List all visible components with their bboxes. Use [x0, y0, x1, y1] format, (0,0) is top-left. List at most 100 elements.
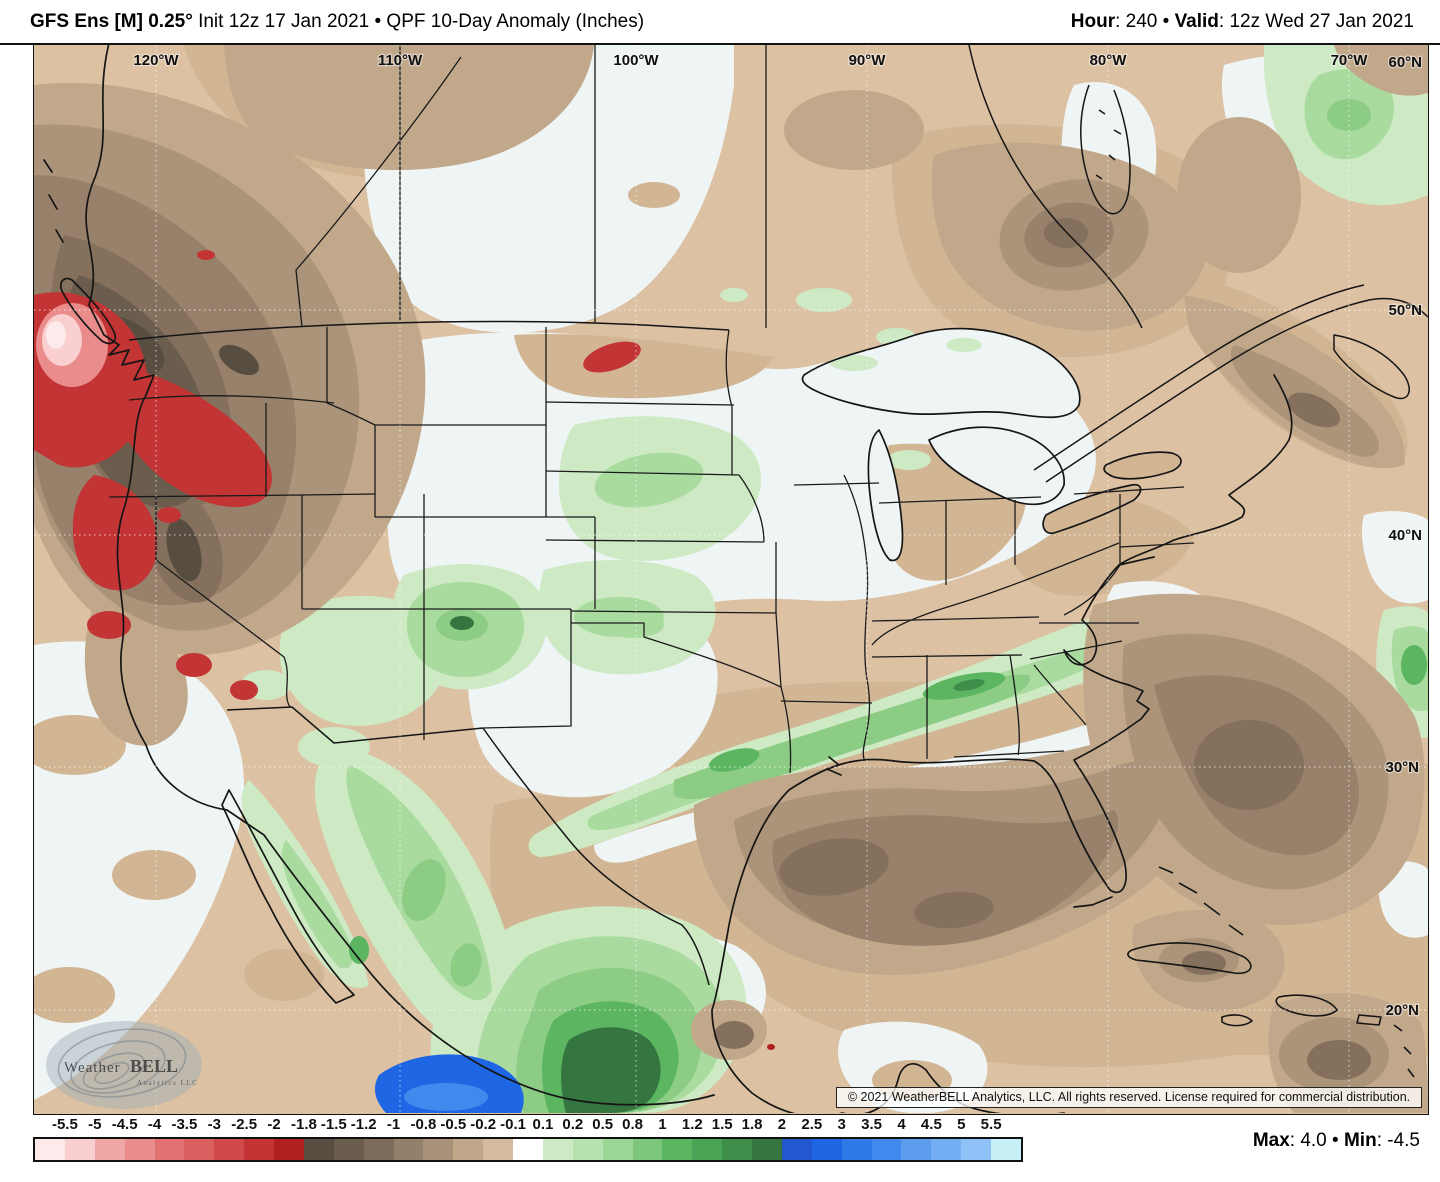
colorbar-segment [692, 1139, 723, 1160]
colorbar-segment [64, 1139, 95, 1160]
forecast-hour-valid: Hour: 240 • Valid: 12z Wed 27 Jan 2021 [1071, 11, 1414, 33]
tan-islands [34, 109, 1027, 1100]
title-rest: Init 12z 17 Jan 2021 • QPF 10-Day Anomal… [192, 11, 645, 32]
longitude-label: 120°W [133, 52, 179, 69]
colorbar-segment [274, 1139, 304, 1160]
colorbar-segment [811, 1139, 842, 1160]
colorbar-tick-label: 0.5 [592, 1116, 614, 1133]
logo-text-weather: Weather [64, 1060, 121, 1076]
colorbar-tick-label: -0.1 [500, 1116, 526, 1133]
extreme-negative-red-regions [34, 250, 775, 1050]
weatherbell-logo: Weather BELL Analytics LLC [46, 1021, 202, 1109]
min-label: Min [1343, 1130, 1377, 1151]
colorbar-segment [841, 1139, 872, 1160]
longitude-label: 80°W [1090, 52, 1128, 69]
national-borders [128, 45, 1428, 986]
colorbar-segment [632, 1139, 663, 1160]
colorbar-segment [154, 1139, 185, 1160]
colorbar-segment [513, 1139, 543, 1160]
colorbar-segment [483, 1139, 513, 1160]
logo-text-analytics: Analytics LLC [137, 1079, 198, 1087]
colorbar-tick-label: 5 [957, 1116, 966, 1133]
colorbar-tick-label: -0.8 [410, 1116, 437, 1133]
colorbar-tick-label: 0.1 [532, 1116, 554, 1133]
colorbar-tick-label: 5.5 [980, 1116, 1002, 1133]
latitude-label: 40°N [1388, 527, 1422, 544]
colorbar-segment [184, 1139, 215, 1160]
map-canvas: Weather BELL Analytics LLC 120°W 110°W 100… [33, 45, 1429, 1115]
colorbar-segment [961, 1139, 991, 1160]
colorbar-tick-label: 1.2 [681, 1116, 703, 1133]
max-label: Max [1252, 1130, 1290, 1151]
colorbar-tick-label: -0.5 [440, 1116, 467, 1133]
longitude-label: 100°W [613, 52, 659, 69]
colorbar-tick-label: -1.8 [290, 1116, 317, 1133]
colorbar-tick-label: 3 [837, 1116, 846, 1133]
colorbar-segment [602, 1139, 633, 1160]
latitude-label: 20°N [1385, 1002, 1419, 1019]
great-lakes-outlines [801, 327, 1182, 562]
colorbar-segment [363, 1139, 394, 1160]
colorbar-segment [781, 1139, 812, 1160]
longitude-label: 70°W [1331, 52, 1369, 69]
colorbar-segment [303, 1139, 334, 1160]
valid-label: Valid [1174, 11, 1219, 32]
max-value: : 4.0 • [1289, 1130, 1344, 1151]
copyright-notice: © 2021 WeatherBELL Analytics, LLC. All r… [836, 1087, 1422, 1108]
model-name: GFS Ens [M] 0.25° [30, 11, 193, 32]
colorbar-tick-label: 0.2 [562, 1116, 584, 1133]
latitude-label: 30°N [1385, 759, 1419, 776]
colorbar-tick-label: -4.5 [111, 1116, 138, 1133]
colorbar-tick-label: -2.5 [231, 1116, 258, 1133]
colorbar-tick-label: -5 [88, 1116, 102, 1133]
anomaly-map: Weather BELL Analytics LLC 120°W 110°W 100… [34, 45, 1428, 1113]
colorbar-segment [931, 1139, 962, 1160]
colorbar-tick-label: -1.2 [350, 1116, 377, 1133]
colorbar: -5.5 -5 -4.5 -4 -3.5 -3 -2.5 -2 -1.8 -1.5 -1.2 -1 -0… [33, 1116, 1025, 1164]
colorbar-segment [722, 1139, 752, 1160]
colorbar-tick-label: -0.2 [470, 1116, 497, 1133]
colorbar-tick-label: 3.5 [861, 1116, 883, 1133]
colorbar-tick-label: -4 [147, 1116, 162, 1133]
great-lakes-fills [802, 328, 1181, 561]
colorbar-ticks: -5.5 -5 -4.5 -4 -3.5 -3 -2.5 -2 -1.8 -1.5 -1.2 -1 -0… [33, 1116, 1025, 1136]
valid-value: : 12z Wed 27 Jan 2021 [1218, 11, 1414, 32]
colorbar-tick-label: 4.5 [920, 1116, 942, 1133]
colorbar-segment [901, 1139, 932, 1160]
colorbar-segment [333, 1139, 364, 1160]
min-value: : -4.5 [1376, 1130, 1420, 1151]
latitude-label: 50°N [1388, 302, 1422, 319]
colorbar-segment [871, 1139, 902, 1160]
colorbar-segment [35, 1139, 65, 1160]
colorbar-tick-label: -5.5 [51, 1116, 78, 1133]
graticule [34, 45, 1428, 1113]
colorbar-segment [991, 1139, 1021, 1160]
colorbar-tick-label: 1.8 [741, 1116, 763, 1133]
colorbar-segments [33, 1137, 1023, 1162]
colorbar-tick-label: -1.5 [320, 1116, 347, 1133]
colorbar-segment [393, 1139, 424, 1160]
latitude-label: 60°N [1388, 54, 1422, 71]
colorbar-segment [423, 1139, 454, 1160]
colorbar-segment [572, 1139, 603, 1160]
colorbar-segment [752, 1139, 782, 1160]
colorbar-segment [214, 1139, 245, 1160]
colorbar-segment [662, 1139, 693, 1160]
map-title: GFS Ens [M] 0.25° Init 12z 17 Jan 2021 •… [30, 11, 644, 33]
logo-text-bell: BELL [130, 1056, 178, 1076]
colorbar-segment [542, 1139, 573, 1160]
colorbar-tick-label: 2.5 [801, 1116, 823, 1133]
colorbar-segment [94, 1139, 125, 1160]
colorbar-tick-label: 2 [777, 1116, 787, 1133]
longitude-label: 90°W [849, 52, 887, 69]
colorbar-tick-label: -3.5 [171, 1116, 198, 1133]
longitude-label: 110°W [378, 52, 423, 69]
header-bar: GFS Ens [M] 0.25° Init 12z 17 Jan 2021 •… [0, 0, 1440, 45]
logo-swirl [46, 1021, 202, 1109]
state-borders [108, 45, 1195, 774]
colorbar-segment [244, 1139, 274, 1160]
colorbar-segment [124, 1139, 155, 1160]
colorbar-tick-label: 0.8 [622, 1116, 643, 1133]
colorbar-tick-label: 1.5 [711, 1116, 733, 1133]
